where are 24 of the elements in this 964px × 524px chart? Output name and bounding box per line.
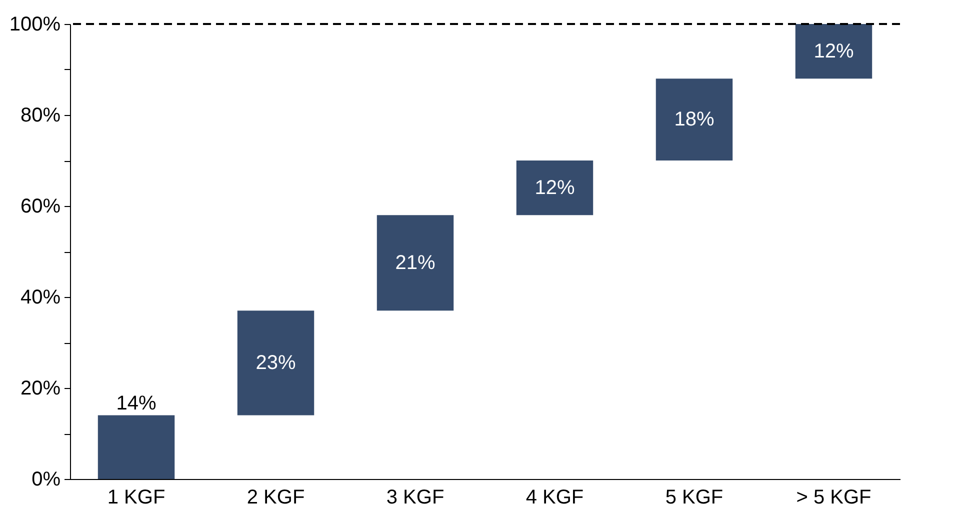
bar	[98, 415, 175, 479]
data-label: 21%	[395, 252, 436, 274]
y-tick-label: 100%	[9, 14, 61, 36]
y-tick-label: 60%	[20, 196, 61, 218]
data-label: 18%	[674, 108, 714, 131]
y-tick-label: 40%	[20, 286, 61, 308]
bar	[656, 78, 733, 160]
data-label: 12%	[814, 40, 854, 62]
x-tick-label: > 5 KGF	[796, 486, 872, 508]
x-tick-label: 4 KGF	[526, 486, 584, 508]
y-tick-label: 80%	[20, 104, 61, 126]
data-label: 23%	[256, 352, 296, 374]
x-tick-label: 5 KGF	[665, 486, 724, 508]
bar	[237, 310, 314, 416]
x-tick-label: 2 KGF	[246, 486, 305, 508]
y-tick-label: 0%	[32, 468, 61, 490]
data-label: 14%	[116, 392, 156, 414]
y-tick-label: 20%	[20, 378, 61, 400]
x-tick-label: 3 KGF	[386, 486, 444, 508]
data-label: 12%	[534, 176, 575, 199]
bar	[795, 24, 872, 79]
bar	[376, 215, 454, 311]
x-tick-label: 1 KGF	[107, 486, 166, 508]
bar	[516, 160, 594, 216]
